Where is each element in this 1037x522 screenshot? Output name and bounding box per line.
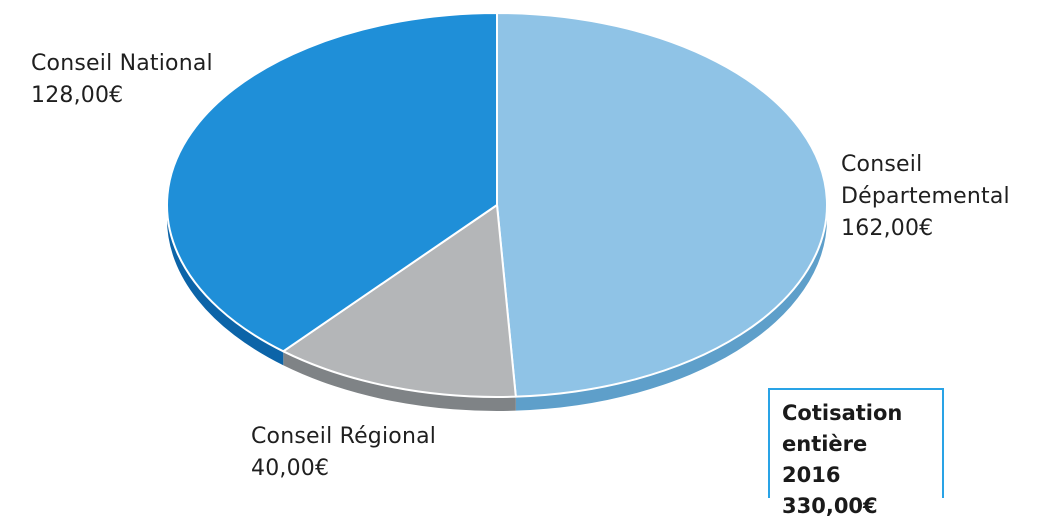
slice-value-conseil-departemental: 162,00€ (841, 216, 934, 241)
slice-label-conseil-regional: Conseil Régional 40,00€ (251, 421, 436, 485)
slice-conseil-regional (282, 204, 517, 398)
pie-chart-slices (166, 12, 828, 398)
slice-conseil-departemental (496, 12, 828, 398)
slice-label-conseil-departemental: Conseil Départemental 162,00€ (841, 149, 1010, 245)
slice-value-conseil-regional: 40,00€ (251, 456, 330, 481)
slice-name-conseil-departemental-line1: Conseil (841, 152, 923, 177)
total-contribution-box: Cotisation entière 2016 330,00€ (768, 388, 944, 518)
total-box-value: 330,00€ (782, 494, 878, 518)
slice-label-conseil-national: Conseil National 128,00€ (31, 48, 213, 112)
slice-side-conseil-national (167, 205, 284, 366)
total-box-line2: entière 2016 (782, 432, 868, 487)
slice-name-conseil-departemental-line2: Départemental (841, 184, 1010, 209)
slice-conseil-national (166, 12, 498, 353)
slice-name-conseil-national: Conseil National (31, 51, 213, 76)
slice-name-conseil-regional: Conseil Régional (251, 424, 437, 449)
slice-value-conseil-national: 128,00€ (31, 83, 124, 108)
slice-side-conseil-departemental (515, 205, 827, 411)
total-box-line1: Cotisation (782, 401, 903, 425)
pie-chart (166, 12, 828, 411)
